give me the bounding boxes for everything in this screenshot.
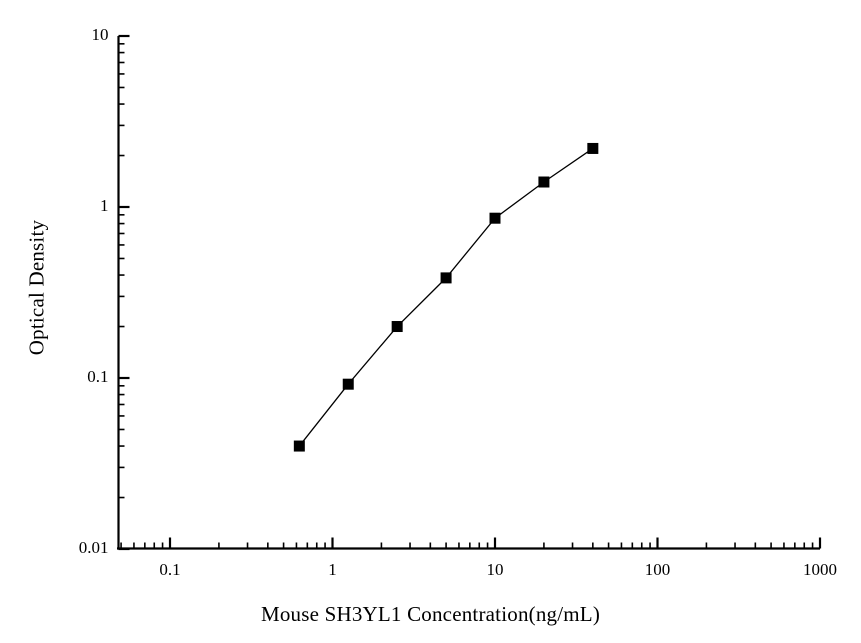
data-point-marker (489, 212, 501, 224)
data-point-marker (440, 272, 452, 284)
data-point-marker (587, 142, 599, 154)
data-point-marker (538, 176, 550, 188)
x-tick-label: 0.1 (159, 559, 181, 579)
x-tick-label: 100 (644, 559, 671, 579)
y-axis-title: Optical Density (24, 219, 49, 356)
y-axis-ticks (118, 34, 130, 551)
y-tick-label: 10 (91, 25, 109, 44)
x-tick-label: 10 (486, 559, 504, 579)
data-point-marker (293, 440, 305, 452)
y-tick-label: 0.01 (78, 538, 109, 557)
data-series-markers (293, 142, 599, 452)
y-tick-label: 1 (100, 196, 109, 215)
data-point-marker (342, 378, 354, 390)
x-axis-title: Mouse SH3YL1 Concentration(ng/mL) (260, 602, 601, 626)
axis-lines (117, 36, 820, 550)
x-tick-label: 1000 (803, 559, 837, 579)
x-axis-ticks (120, 537, 822, 549)
y-tick-label: 0.1 (87, 367, 109, 386)
data-series-line (298, 147, 594, 447)
x-tick-label: 1 (328, 559, 337, 579)
data-point-marker (391, 321, 403, 333)
